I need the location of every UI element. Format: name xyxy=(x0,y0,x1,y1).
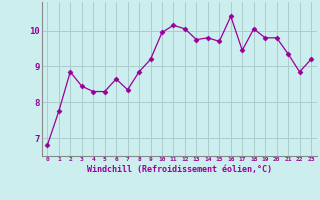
X-axis label: Windchill (Refroidissement éolien,°C): Windchill (Refroidissement éolien,°C) xyxy=(87,165,272,174)
